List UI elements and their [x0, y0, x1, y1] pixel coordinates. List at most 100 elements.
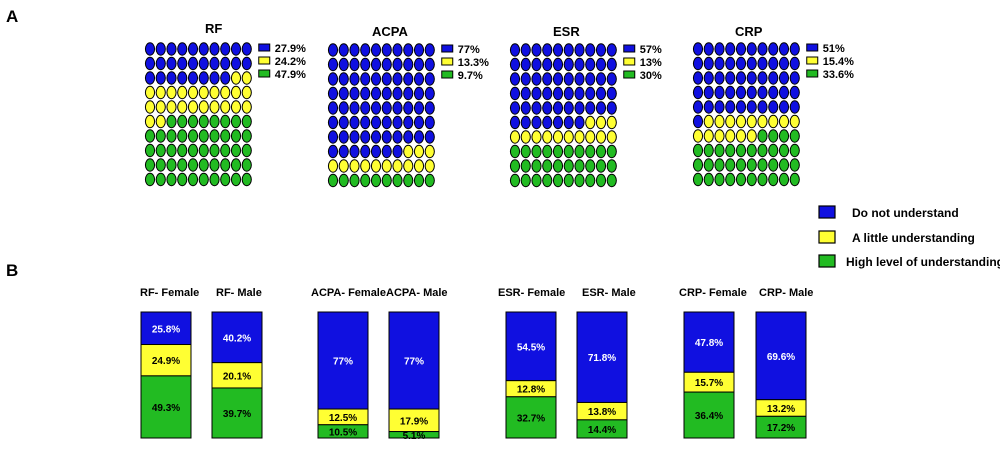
waffle-cell: [360, 173, 371, 188]
waffle-cell: [509, 144, 521, 159]
waffle-legend-swatch: [258, 43, 271, 52]
bar-value-label: 5.1%: [403, 431, 426, 442]
waffle-cell: [155, 129, 166, 143]
waffle-cell: [703, 158, 714, 172]
waffle-cell: [768, 114, 779, 129]
waffle-cell: [778, 129, 790, 143]
bar-value-label: 12.8%: [517, 385, 545, 396]
waffle-cell: [155, 100, 166, 114]
waffle-percent-label: 51%: [823, 43, 845, 55]
waffle-cell: [714, 56, 725, 71]
bar-value-label: 77%: [404, 357, 424, 368]
waffle-cell: [177, 143, 188, 158]
waffle-cell: [327, 57, 339, 72]
waffle-rf: RF 27.9%24.2%47.9%: [144, 21, 306, 187]
waffle-cell: [692, 143, 704, 158]
waffle-cell: [757, 56, 768, 71]
bar-rf-female: RF- Female 25.8% 24.9% 49.3%: [140, 287, 199, 439]
waffle-cell: [413, 86, 425, 101]
waffle-cell: [220, 42, 231, 56]
waffle-cell: [198, 56, 209, 71]
waffle-cell: [606, 144, 617, 159]
waffle-crp: CRP 51%15.4%33.6%: [692, 24, 854, 187]
waffle-cell: [585, 159, 596, 173]
waffle-cell: [520, 173, 531, 188]
waffle-cell: [552, 101, 564, 115]
waffle-cell: [177, 85, 188, 100]
waffle-cell: [360, 130, 371, 144]
waffle-legend-swatch: [806, 69, 819, 78]
waffle-cell: [714, 158, 725, 172]
waffle-cell: [703, 172, 714, 187]
waffle-cell: [735, 71, 747, 85]
waffle-cell: [585, 101, 596, 115]
waffle-cell: [209, 129, 220, 143]
bar-segment: [576, 419, 628, 439]
waffle-cell: [735, 172, 747, 187]
waffle-cell: [177, 100, 188, 114]
bar-segment: [683, 391, 735, 439]
waffle-cell: [349, 57, 360, 72]
waffle-cell: [595, 173, 607, 188]
waffle-cell: [725, 172, 736, 187]
waffle-cell: [520, 115, 531, 130]
waffle-cell: [509, 43, 521, 57]
waffle-cell: [520, 130, 531, 144]
waffle-title: RF: [205, 21, 222, 36]
waffle-cell: [542, 144, 553, 159]
waffle-cell: [768, 85, 779, 100]
waffle-cell: [552, 86, 564, 101]
waffle-cell: [166, 158, 177, 172]
bar-value-label: 10.5%: [329, 427, 357, 438]
waffle-cell: [692, 56, 704, 71]
waffle-cell: [381, 115, 392, 130]
waffle-cell: [595, 159, 607, 173]
waffle-cell: [166, 56, 177, 71]
waffle-cell: [338, 144, 349, 159]
waffle-cell: [198, 42, 209, 56]
waffle-cell: [187, 129, 199, 143]
waffle-cell: [187, 172, 199, 187]
bar-value-label: 54.5%: [517, 342, 545, 353]
waffle-cell: [338, 173, 349, 188]
waffle-cell: [746, 172, 757, 187]
waffle-legend-swatch: [623, 70, 636, 79]
bar-value-label: 36.4%: [695, 411, 723, 422]
waffle-cell: [703, 100, 714, 114]
waffle-cell: [563, 159, 574, 173]
waffle-cell: [563, 86, 574, 101]
waffle-cell: [509, 173, 521, 188]
waffle-cell: [509, 57, 521, 72]
waffle-cell: [327, 115, 339, 130]
waffle-cell: [392, 72, 403, 86]
waffle-legend-swatch: [623, 44, 636, 53]
bar-value-label: 25.8%: [152, 324, 180, 335]
waffle-cell: [757, 129, 768, 143]
bar-crp-male: CRP- Male 69.6% 13.2% 17.2%: [755, 287, 813, 439]
waffle-cell: [392, 86, 403, 101]
waffle-cell: [241, 172, 252, 187]
waffle-cell: [542, 130, 553, 144]
waffle-cell: [778, 100, 790, 114]
waffle-cell: [725, 129, 736, 143]
waffle-cell: [413, 72, 425, 86]
waffle-cell: [509, 86, 521, 101]
waffle-cell: [413, 130, 425, 144]
waffle-cell: [552, 43, 564, 57]
waffle-cell: [585, 86, 596, 101]
waffle-cell: [520, 72, 531, 86]
waffle-percent-label: 24.2%: [275, 56, 306, 68]
waffle-cell: [198, 172, 209, 187]
bar-segment: [317, 424, 369, 439]
waffle-cell: [585, 72, 596, 86]
waffle-cell: [768, 100, 779, 114]
waffle-cell: [327, 130, 339, 144]
waffle-cell: [595, 43, 607, 57]
waffle-cell: [606, 57, 617, 72]
waffle-cell: [144, 56, 156, 71]
waffle-cell: [241, 85, 252, 100]
waffle-cell: [403, 101, 414, 115]
waffle-cell: [403, 115, 414, 130]
waffle-cell: [177, 114, 188, 129]
waffle-cell: [768, 129, 779, 143]
